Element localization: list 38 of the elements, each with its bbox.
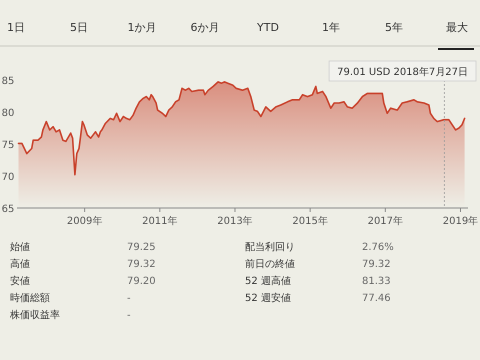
y-tick-label: 85 <box>2 76 14 87</box>
text: 79.20 <box>127 276 156 287</box>
text: 81.33 <box>362 276 391 287</box>
text: 79.32 <box>362 259 391 270</box>
text: 最大 <box>446 21 468 34</box>
y-tick-label: 70 <box>2 172 14 183</box>
text: 株価収益率 <box>9 309 60 321</box>
text: 時価総額 <box>10 292 50 304</box>
text: - <box>127 293 131 304</box>
text: 79.32 <box>127 259 156 270</box>
x-tick-label: 2017年 <box>368 215 404 227</box>
y-tick-label: 75 <box>2 140 14 151</box>
text: 配当利回り <box>245 241 295 253</box>
text: 始値 <box>10 241 30 253</box>
x-tick-label: 2019年 <box>442 215 478 227</box>
x-tick-label: 2009年 <box>66 215 102 227</box>
y-tick-label: 80 <box>2 108 14 119</box>
text: 前日の終値 <box>245 258 295 270</box>
text: 安値 <box>10 275 30 287</box>
text: 79.01 USD 2018年7月27日 <box>337 66 468 78</box>
x-tick-label: 2011年 <box>142 215 178 227</box>
text: 52 週高値 <box>245 275 291 287</box>
text: 5年 <box>385 21 403 34</box>
y-tick-label: 65 <box>2 204 14 215</box>
text: 79.25 <box>127 242 156 253</box>
text: YTD <box>256 21 279 34</box>
text: - <box>127 310 131 321</box>
x-tick-label: 2013年 <box>217 215 253 227</box>
text: 2.76% <box>362 242 394 253</box>
text: 5日 <box>70 21 88 34</box>
text: 77.46 <box>362 293 391 304</box>
x-tick-label: 2015年 <box>292 215 328 227</box>
text: 1年 <box>322 21 340 34</box>
text: 高値 <box>10 258 30 270</box>
text: 6か月 <box>190 21 220 34</box>
text: 52 週安値 <box>245 292 291 304</box>
text: 1日 <box>7 21 25 34</box>
text: 1か月 <box>128 21 156 34</box>
